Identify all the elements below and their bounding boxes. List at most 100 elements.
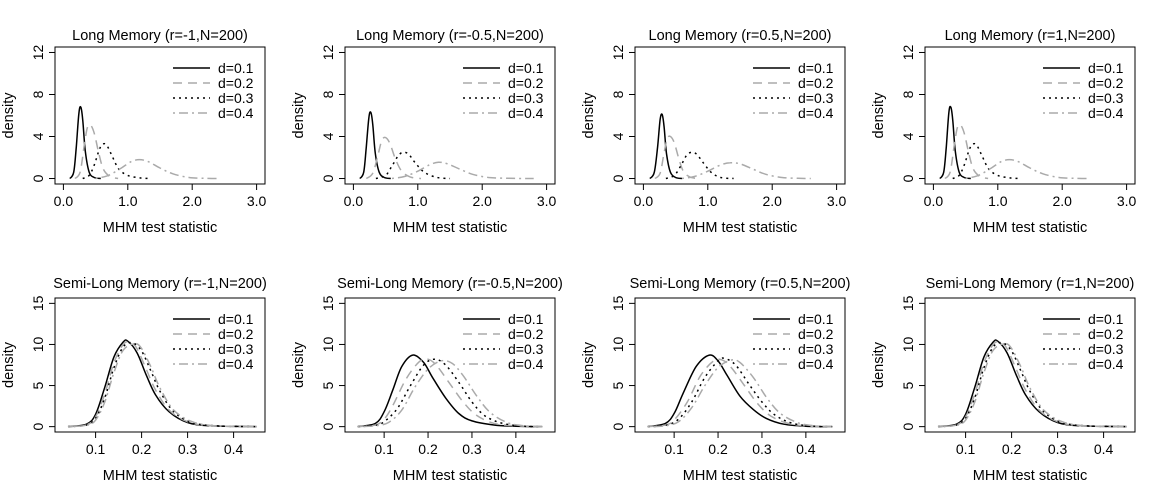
series-line-d=0.4 xyxy=(647,358,833,428)
legend-label: d=0.2 xyxy=(798,75,834,91)
x-tick-label: 0.3 xyxy=(462,441,482,457)
plot-frame xyxy=(54,297,266,433)
y-tick-label: 8 xyxy=(900,90,916,98)
y-tick-label: 0 xyxy=(320,423,336,431)
series-line-d=0.1 xyxy=(939,105,971,180)
chart-title: Semi-Long Memory (r=-0.5,N=200) xyxy=(337,276,563,292)
y-tick-label: 0 xyxy=(900,174,916,182)
x-tick-label: 0.2 xyxy=(708,441,728,457)
y-tick-label: 0 xyxy=(320,174,336,182)
x-axis-label: MHM test statistic xyxy=(393,468,507,484)
legend-label: d=0.3 xyxy=(798,90,834,106)
plot-frame xyxy=(924,46,1136,185)
x-tick-label: 3.0 xyxy=(827,193,847,209)
y-tick-label: 12 xyxy=(610,44,626,60)
chart-title: Long Memory (r=1,N=200) xyxy=(945,28,1116,44)
x-tick-label: 0.2 xyxy=(418,441,438,457)
chart-title: Semi-Long Memory (r=0.5,N=200) xyxy=(630,276,851,292)
x-tick-label: 0.1 xyxy=(956,441,976,457)
chart-panel-8: Semi-Long Memory (r=1,N=200) MHM test sta… xyxy=(871,276,1136,484)
chart-panel-7: Semi-Long Memory (r=0.5,N=200) MHM test s… xyxy=(581,276,850,484)
legend-label: d=0.1 xyxy=(218,311,254,327)
x-tick-label: 2.0 xyxy=(762,193,782,209)
y-tick-label: 15 xyxy=(320,295,336,311)
y-axis-label: density xyxy=(581,341,597,388)
x-tick-label: 2.0 xyxy=(182,193,202,209)
legend-label: d=0.2 xyxy=(218,75,254,91)
series-line-d=0.2 xyxy=(74,123,119,180)
x-tick-label: 0.3 xyxy=(1048,441,1068,457)
x-axis-label: MHM test statistic xyxy=(103,220,217,236)
y-tick-label: 4 xyxy=(610,132,626,140)
chart-title: Semi-Long Memory (r=-1,N=200) xyxy=(53,276,267,292)
x-tick-label: 0.1 xyxy=(374,441,394,457)
x-tick-label: 0.0 xyxy=(634,193,654,209)
y-axis-label: density xyxy=(291,92,307,139)
legend-label: d=0.2 xyxy=(1088,75,1124,91)
x-tick-label: 2.0 xyxy=(1052,193,1072,209)
y-tick-label: 10 xyxy=(30,336,46,352)
legend-label: d=0.1 xyxy=(508,60,544,76)
series-line-d=0.3 xyxy=(647,357,833,428)
series-line-d=0.1 xyxy=(69,105,101,180)
y-tick-label: 5 xyxy=(610,381,626,389)
legend-label: d=0.4 xyxy=(508,105,544,121)
plot-frame xyxy=(344,46,556,185)
series-line-d=0.1 xyxy=(67,339,257,428)
legend-label: d=0.3 xyxy=(1088,341,1124,357)
y-tick-label: 5 xyxy=(900,381,916,389)
x-tick-label: 3.0 xyxy=(247,193,267,209)
series-line-d=0.3 xyxy=(375,151,451,180)
x-tick-label: 0.2 xyxy=(132,441,152,457)
y-tick-label: 4 xyxy=(320,132,336,140)
x-axis-label: MHM test statistic xyxy=(103,468,217,484)
legend-label: d=0.2 xyxy=(508,326,544,342)
legend-label: d=0.3 xyxy=(218,341,254,357)
series-line-d=0.2 xyxy=(944,123,989,180)
y-axis-label: density xyxy=(871,341,887,388)
chart-panel-5: Semi-Long Memory (r=-1,N=200) MHM test st… xyxy=(1,276,267,484)
legend-label: d=0.3 xyxy=(798,341,834,357)
x-tick-label: 0.0 xyxy=(924,193,944,209)
x-tick-label: 0.4 xyxy=(796,441,816,457)
series-line-d=0.3 xyxy=(665,151,734,180)
chart-title: Semi-Long Memory (r=1,N=200) xyxy=(926,276,1135,292)
series-line-d=0.4 xyxy=(95,158,219,180)
legend-label: d=0.4 xyxy=(798,356,834,372)
x-tick-label: 0.3 xyxy=(178,441,198,457)
chart-title: Long Memory (r=-0.5,N=200) xyxy=(356,28,544,44)
y-tick-label: 4 xyxy=(30,132,46,140)
series-line-d=0.2 xyxy=(365,136,422,180)
x-tick-label: 0.3 xyxy=(752,441,772,457)
y-axis-label: density xyxy=(1,341,17,388)
legend-label: d=0.4 xyxy=(1088,105,1124,121)
series-line-d=0.1 xyxy=(937,339,1127,428)
legend-label: d=0.1 xyxy=(798,60,834,76)
series-line-d=0.3 xyxy=(357,358,543,428)
legend-label: d=0.4 xyxy=(508,356,544,372)
y-tick-label: 12 xyxy=(30,44,46,60)
legend-label: d=0.1 xyxy=(798,311,834,327)
chart-panel-1: Long Memory (r=-1,N=200) MHM test statist… xyxy=(1,28,267,236)
y-tick-label: 0 xyxy=(900,423,916,431)
y-tick-label: 0 xyxy=(610,423,626,431)
legend-label: d=0.3 xyxy=(508,341,544,357)
legend-label: d=0.4 xyxy=(1088,356,1124,372)
y-tick-label: 12 xyxy=(900,44,916,60)
legend-label: d=0.3 xyxy=(1088,90,1124,106)
y-tick-label: 15 xyxy=(610,295,626,311)
x-axis-label: MHM test statistic xyxy=(393,220,507,236)
y-tick-label: 4 xyxy=(900,132,916,140)
legend-label: d=0.1 xyxy=(218,60,254,76)
legend-label: d=0.1 xyxy=(1088,60,1124,76)
series-line-d=0.3 xyxy=(67,341,257,428)
series-line-d=0.4 xyxy=(391,161,534,180)
y-tick-label: 15 xyxy=(900,295,916,311)
x-axis-label: MHM test statistic xyxy=(973,468,1087,484)
x-tick-label: 3.0 xyxy=(537,193,557,209)
x-tick-label: 0.1 xyxy=(664,441,684,457)
series-line-d=0.2 xyxy=(647,358,833,428)
x-tick-label: 3.0 xyxy=(1117,193,1137,209)
x-tick-label: 0.4 xyxy=(224,441,244,457)
